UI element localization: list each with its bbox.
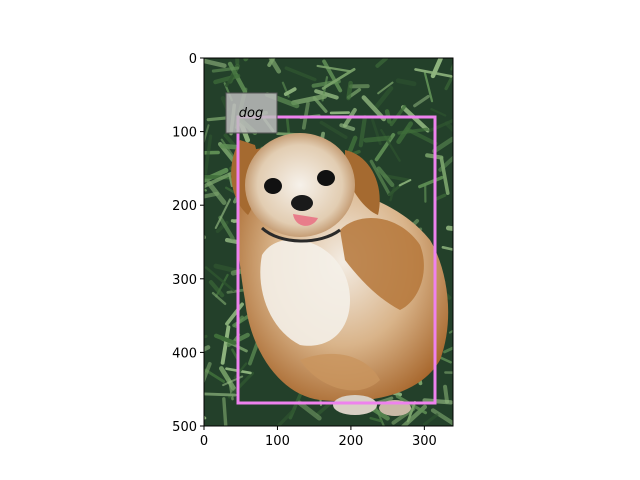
x-tick-label: 300 xyxy=(412,434,437,449)
axes-frame xyxy=(203,57,454,427)
y-tick-label: 500 xyxy=(172,420,197,435)
y-tick-label: 100 xyxy=(172,126,197,141)
y-tick-label: 0 xyxy=(189,52,197,67)
y-tick-label: 400 xyxy=(172,346,197,361)
photo xyxy=(204,58,453,426)
x-tick-label: 200 xyxy=(338,434,363,449)
y-tick-label: 300 xyxy=(172,273,197,288)
x-tick-label: 0 xyxy=(200,434,208,449)
detection-label-background xyxy=(225,92,278,134)
detection-label: dog xyxy=(239,106,263,121)
detection-box xyxy=(236,115,437,405)
y-tick-label: 200 xyxy=(172,199,197,214)
x-axis: 0 100 200 300 xyxy=(200,426,437,449)
x-tick-label: 100 xyxy=(265,434,290,449)
y-axis: 0 100 200 300 400 500 xyxy=(172,52,204,435)
dog-figure xyxy=(231,133,449,416)
